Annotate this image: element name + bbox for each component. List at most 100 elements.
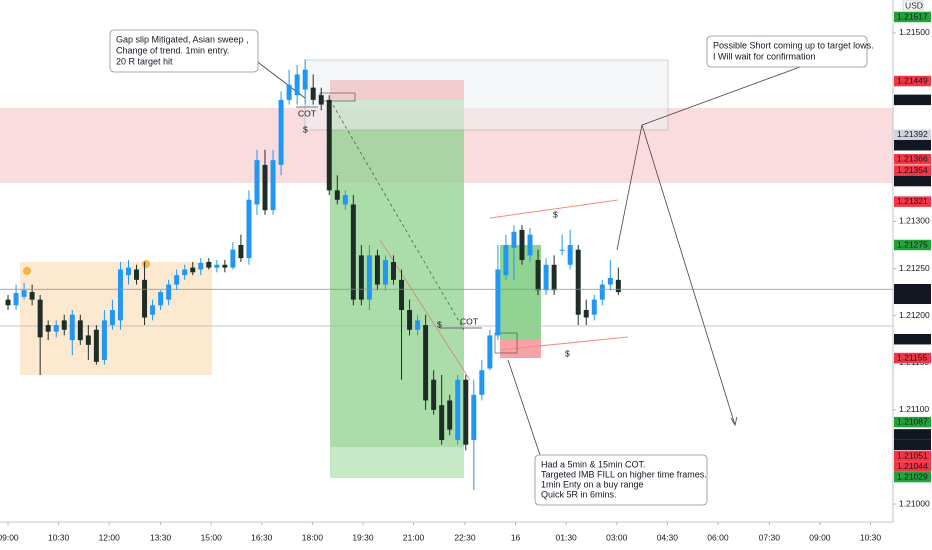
price-label-bg: [894, 461, 931, 472]
candle-body: [334, 190, 340, 200]
price-label-bg: [894, 11, 931, 23]
dollar-mark: $: [553, 209, 558, 219]
candle-body: [511, 231, 517, 248]
candle-body: [350, 204, 356, 300]
dollar-mark: $: [303, 124, 308, 134]
overlay: COT COT $ $ $ $ Gap slip Mitigated, Asia…: [109, 29, 874, 506]
channel-top: [489, 199, 619, 219]
projection-up: [616, 124, 643, 251]
price-label: 1.21087: [897, 417, 928, 427]
candle-body: [583, 309, 589, 318]
annotation-text: Gap slip Mitigated, Asian sweep ,: [116, 34, 249, 44]
candle-body: [69, 314, 75, 341]
candles: [0, 59, 893, 490]
candle-body: [423, 325, 429, 401]
annotation-text: 1min Enty on a buy range: [541, 479, 644, 489]
order-block: [494, 332, 518, 354]
candle-body: [262, 164, 268, 211]
arrow-head: [730, 416, 738, 427]
y-tick-label: 1.21300: [899, 216, 930, 226]
candle-body: [13, 293, 19, 306]
price-label: 1.21354: [897, 165, 928, 175]
annotation-text: 20 R target hit: [116, 56, 173, 66]
price-label: 1.21155: [897, 352, 927, 362]
x-tick-label: 18:00: [302, 532, 324, 542]
x-tick-label: 03:00: [606, 532, 628, 542]
projection-down: [641, 124, 736, 426]
trend-dash: [329, 99, 465, 331]
price-label: 1.21275: [897, 239, 928, 249]
candle-body: [93, 329, 99, 362]
candle-body: [222, 264, 228, 268]
y-tick-label: 1.21250: [899, 263, 930, 273]
candle-body: [575, 249, 581, 315]
candle-body: [479, 370, 485, 395]
candle-body: [190, 267, 196, 273]
annotation-box: [706, 35, 868, 68]
price-label-bg: [894, 94, 931, 106]
dollar-mark: $: [437, 319, 442, 329]
annotation-text: Targeted IMB FILL on higher time frames.: [541, 469, 707, 479]
candle-body: [439, 405, 445, 441]
price-label-bg: [894, 153, 931, 165]
price-label-bg: [894, 352, 931, 364]
candle-body: [374, 255, 380, 285]
price-label: 1.21366: [897, 154, 928, 164]
x-tick-label: 10:30: [860, 532, 882, 542]
candle-body: [117, 269, 123, 321]
price-label: 1.21051: [897, 450, 928, 460]
candle-body: [109, 309, 115, 326]
candle-body: [182, 269, 188, 276]
cot-label: COT: [298, 108, 316, 118]
price-label: 1.21074: [897, 429, 928, 439]
annotation-text: Had a 5min & 15min COT.: [541, 459, 646, 469]
candle-body: [342, 195, 348, 205]
candle-body: [77, 320, 83, 341]
candle-body: [29, 292, 35, 300]
drawings: [0, 59, 893, 478]
candle-body: [294, 74, 300, 96]
x-tick-label: 16: [511, 532, 521, 542]
candle-body: [125, 267, 131, 276]
candle-body: [302, 69, 308, 90]
candle-body: [214, 264, 220, 268]
price-label-bg: [894, 165, 931, 176]
candle-body: [607, 277, 613, 285]
marker: [142, 260, 150, 268]
y-tick-label: 1.21000: [899, 498, 930, 508]
annotation-box: [109, 29, 259, 73]
candle-body: [53, 325, 59, 332]
candle-body: [471, 394, 477, 441]
marker: [23, 267, 31, 275]
candle-body: [61, 320, 67, 330]
candle-body: [318, 95, 324, 105]
x-tick-label: 09:00: [0, 532, 19, 542]
price-label-bg: [894, 75, 931, 87]
candle-body: [447, 400, 453, 430]
candle-body: [407, 309, 413, 330]
candle-body: [503, 244, 509, 276]
x-tick-label: 12:00: [99, 532, 121, 542]
candle-body: [85, 335, 91, 345]
candle-body: [391, 261, 396, 280]
dollar-mark: $: [565, 348, 570, 358]
annotation-text: Possible Short coming up to target lows.: [713, 40, 874, 50]
price-label: 1.21391: [897, 140, 928, 150]
channel-bottom: [499, 336, 629, 351]
x-tick-label: 10:30: [48, 532, 70, 542]
candle-body: [21, 290, 27, 297]
price-label: 1.21029: [897, 471, 928, 481]
candle-body: [278, 99, 284, 165]
price-label-bg: [894, 139, 931, 151]
candle-body: [615, 279, 621, 293]
candle-body: [358, 255, 364, 300]
annotation-text: Change of trend. 1min entry.: [116, 45, 229, 55]
candle-body: [326, 99, 332, 191]
candle-body: [431, 379, 437, 410]
x-tick-label: 06:00: [707, 532, 729, 542]
candle-body: [543, 264, 549, 291]
currency-bg: [902, 0, 924, 11]
candle-body: [567, 244, 573, 265]
